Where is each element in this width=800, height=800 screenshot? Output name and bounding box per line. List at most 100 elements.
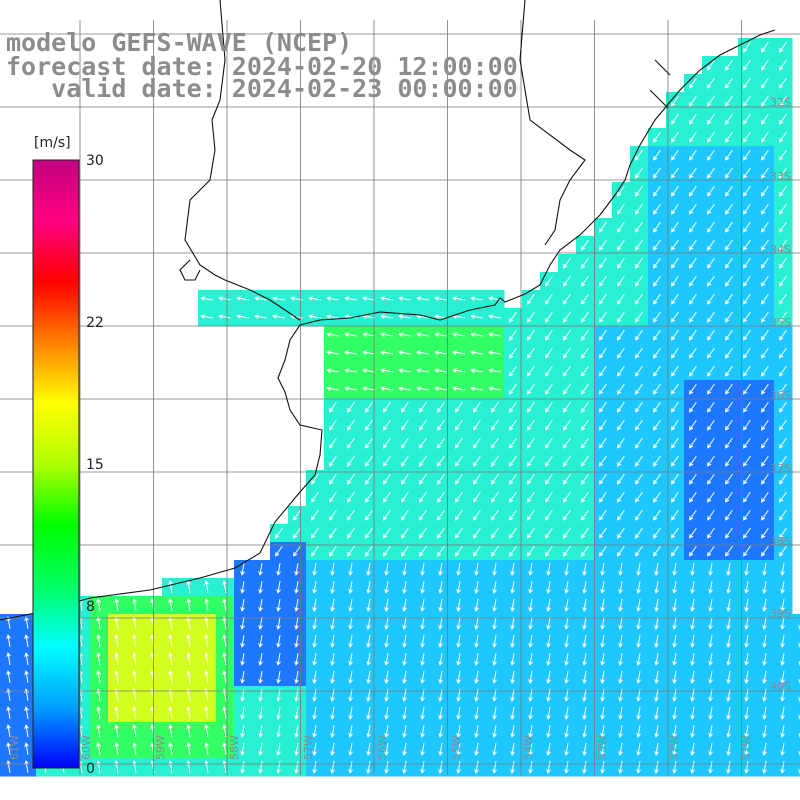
wind-arrow [434,296,447,301]
wind-arrow [563,365,571,377]
wind-arrow [689,185,697,197]
wind-arrow [635,293,643,305]
wind-arrow [510,581,515,594]
wind-arrow [366,581,371,594]
wind-arrow [779,77,787,89]
wind-cell [792,614,800,633]
wind-arrow [707,203,715,215]
wind-arrow [635,203,643,215]
wind-arrow [635,491,643,503]
wind-arrow [743,293,751,305]
wind-arrow [311,473,319,485]
wind-arrow [599,275,607,287]
wind-arrow [779,401,787,413]
wind-arrow [761,329,769,341]
latitude-label: 39S [770,607,791,620]
wind-arrow [689,239,697,251]
wind-arrow [456,581,461,594]
wind-arrow [582,707,587,720]
wind-arrow [527,509,535,521]
wind-arrow [510,725,515,738]
longitude-label: 58W [228,735,241,760]
wind-arrow [671,509,679,521]
wind-arrow [456,671,461,684]
wind-arrow [419,509,427,521]
wind-arrow [509,311,517,323]
wind-arrow [330,635,335,648]
wind-arrow [527,311,535,323]
wind-arrow [348,743,353,756]
wind-arrow [348,635,353,648]
wind-arrow [365,473,373,485]
wind-arrow [455,545,463,557]
wind-arrow [473,491,481,503]
wind-arrow [798,642,800,648]
wind-arrow [726,707,731,720]
wind-arrow [689,365,697,377]
wind-arrow [545,509,553,521]
wind-arrow [492,563,497,576]
wind-arrow [635,545,643,557]
wind-arrow [509,347,517,359]
wind-arrow [617,437,625,449]
wind-arrow [581,437,589,449]
wind-arrow [294,599,299,612]
wind-arrow [96,742,101,755]
wind-arrow [780,653,785,666]
wind-arrow [671,311,679,323]
wind-arrow [600,581,605,594]
wind-arrow [509,365,517,377]
wind-arrow [132,670,137,683]
wind-arrow [725,185,733,197]
wind-arrow [383,401,391,413]
wind-arrow [726,563,731,576]
wind-arrow [725,167,733,179]
wind-arrow [419,491,427,503]
wind-arrow [384,671,389,684]
wind-arrow [761,311,769,323]
wind-arrow [761,239,769,251]
wind-arrow [779,239,787,251]
wind-arrow [599,311,607,323]
wind-arrow [762,599,767,612]
wind-arrow [402,653,407,666]
wind-arrow [491,455,499,467]
wind-arrow [527,545,535,557]
wind-arrow [344,350,357,355]
wind-arrow [186,724,191,737]
wind-arrow [761,293,769,305]
wind-arrow [581,383,589,395]
wind-arrow [438,563,443,576]
wind-arrow [761,149,769,161]
wind-arrow [474,707,479,720]
wind-arrow [725,347,733,359]
wind-arrow [708,653,713,666]
wind-arrow [132,742,137,755]
wind-arrow [671,347,679,359]
wind-arrow [707,59,715,71]
wind-arrow [383,509,391,521]
wind-arrow [186,598,191,611]
wind-arrow [474,563,479,576]
wind-arrow [743,221,751,233]
wind-arrow [312,581,317,594]
wind-arrow [779,347,787,359]
wind-arrow [456,761,461,774]
wind-arrow [294,563,299,576]
wind-arrow [671,185,679,197]
wind-arrow [366,725,371,738]
wind-arrow [707,509,715,521]
wind-arrow [24,670,29,683]
wind-arrow [707,419,715,431]
wind-arrow [546,653,551,666]
wind-arrow [690,653,695,666]
wind-arrow [348,725,353,738]
wind-arrow [240,743,245,756]
wind-arrow [293,527,301,539]
wind-arrow [798,696,800,702]
wind-arrow [636,671,641,684]
wind-arrow [312,653,317,666]
colorbar-frame [32,159,80,769]
wind-arrow [24,652,29,665]
wind-arrow [635,275,643,287]
